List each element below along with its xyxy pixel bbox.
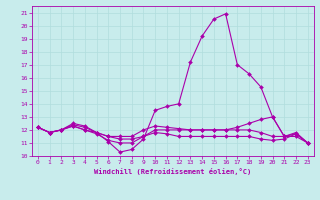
X-axis label: Windchill (Refroidissement éolien,°C): Windchill (Refroidissement éolien,°C) bbox=[94, 168, 252, 175]
